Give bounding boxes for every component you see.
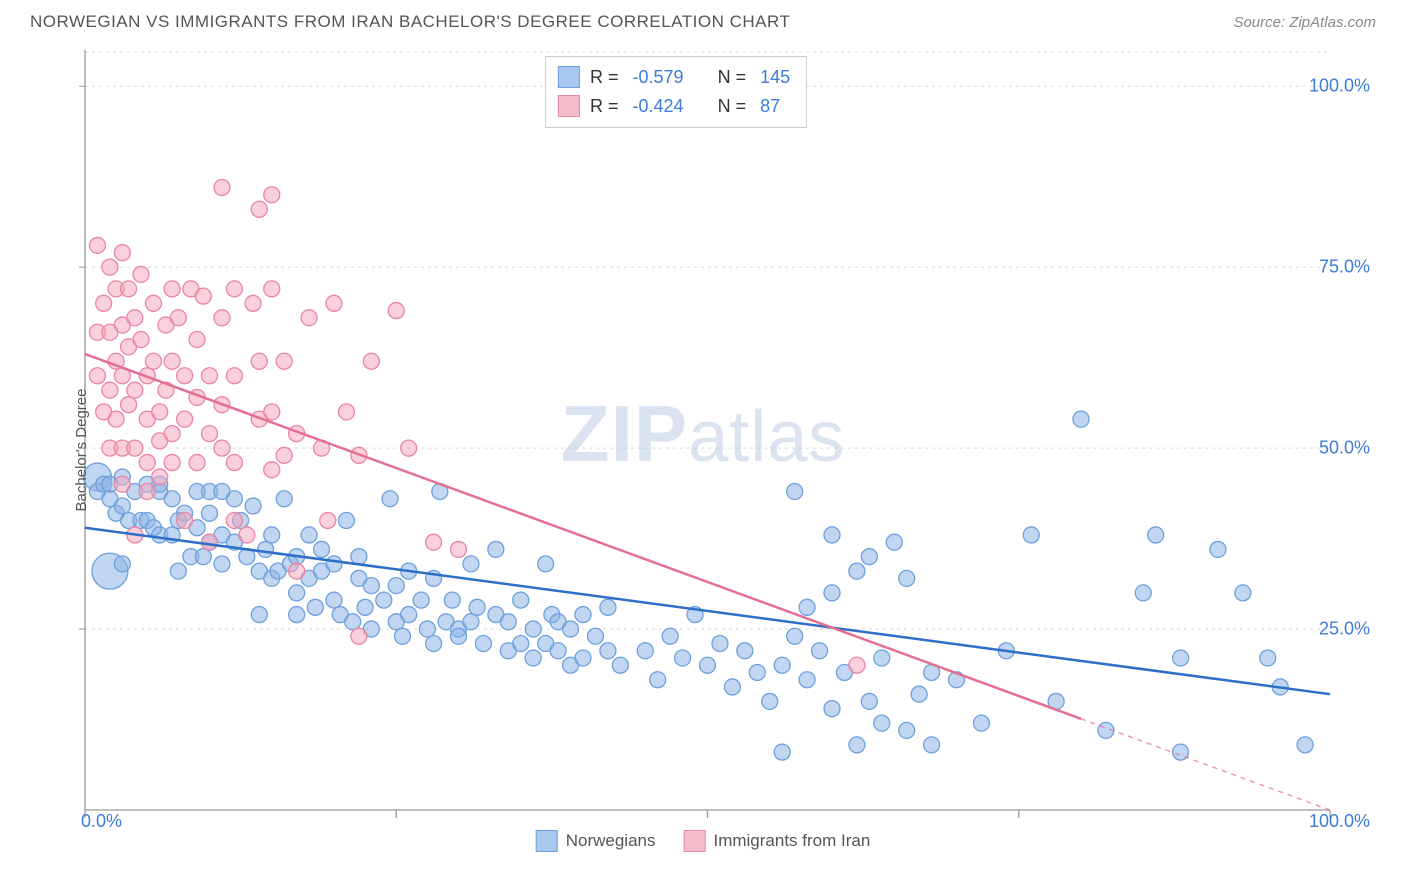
legend-series-item: Immigrants from Iran [683, 830, 870, 852]
legend-series-label: Norwegians [566, 831, 656, 851]
y-tick-label: 75.0% [1319, 257, 1370, 278]
legend-statistics: R =-0.579 N =145R =-0.424 N =87 [545, 56, 807, 128]
legend-series: Norwegians Immigrants from Iran [536, 830, 871, 852]
y-tick-label: 100.0% [1309, 76, 1370, 97]
legend-swatch [558, 66, 580, 88]
legend-series-item: Norwegians [536, 830, 656, 852]
legend-swatch [536, 830, 558, 852]
legend-stat-row: R =-0.579 N =145 [558, 63, 794, 92]
legend-swatch [683, 830, 705, 852]
chart-source: Source: ZipAtlas.com [1233, 14, 1376, 31]
legend-stat-row: R =-0.424 N =87 [558, 92, 794, 121]
scatter-plot [30, 50, 1376, 850]
x-tick-label: 100.0% [1309, 811, 1370, 832]
y-axis-label: Bachelor's Degree [73, 389, 90, 512]
legend-series-label: Immigrants from Iran [713, 831, 870, 851]
y-tick-label: 25.0% [1319, 619, 1370, 640]
legend-swatch [558, 95, 580, 117]
x-tick-label: 0.0% [81, 811, 122, 832]
y-tick-label: 50.0% [1319, 438, 1370, 459]
chart-area: Bachelor's Degree ZIPatlas R =-0.579 N =… [30, 50, 1376, 850]
chart-title: NORWEGIAN VS IMMIGRANTS FROM IRAN BACHEL… [30, 12, 790, 32]
